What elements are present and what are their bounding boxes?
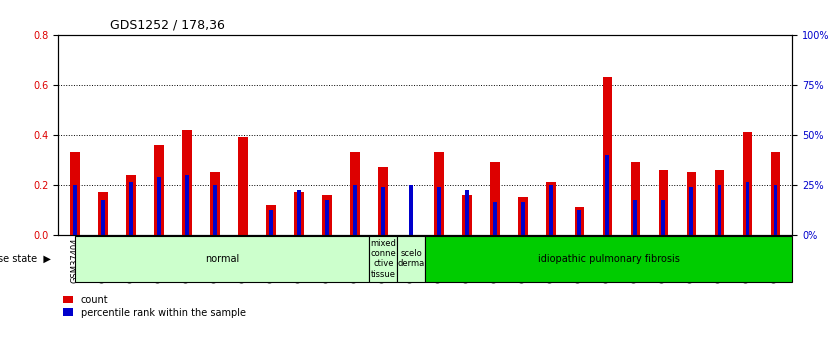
Bar bbox=[686, 172, 696, 235]
Bar bbox=[771, 152, 781, 235]
Bar bbox=[546, 182, 556, 235]
Bar bbox=[494, 202, 497, 235]
Bar bbox=[73, 185, 78, 235]
Bar bbox=[269, 209, 274, 235]
Bar bbox=[214, 185, 217, 235]
Bar bbox=[490, 162, 500, 235]
FancyBboxPatch shape bbox=[397, 236, 425, 282]
Bar bbox=[409, 185, 414, 235]
Bar bbox=[185, 175, 189, 235]
Bar bbox=[298, 190, 301, 235]
Text: mixed
conne
ctive
tissue: mixed conne ctive tissue bbox=[370, 239, 396, 279]
FancyBboxPatch shape bbox=[75, 236, 369, 282]
Bar bbox=[126, 175, 136, 235]
Bar bbox=[294, 192, 304, 235]
Bar bbox=[605, 155, 610, 235]
Bar bbox=[379, 167, 388, 235]
Bar bbox=[101, 199, 105, 235]
Bar bbox=[690, 187, 693, 235]
Bar bbox=[381, 187, 385, 235]
Bar bbox=[602, 77, 612, 235]
Bar bbox=[158, 177, 161, 235]
Bar bbox=[575, 207, 585, 235]
Bar bbox=[463, 195, 472, 235]
FancyBboxPatch shape bbox=[369, 236, 397, 282]
Bar bbox=[717, 185, 721, 235]
Bar bbox=[631, 162, 641, 235]
Text: normal: normal bbox=[205, 254, 239, 264]
Bar bbox=[266, 205, 276, 235]
Bar bbox=[183, 130, 192, 235]
Bar bbox=[577, 209, 581, 235]
Bar bbox=[350, 152, 360, 235]
Bar bbox=[239, 137, 249, 235]
Text: GDS1252 / 178,36: GDS1252 / 178,36 bbox=[110, 19, 224, 32]
Bar bbox=[634, 199, 637, 235]
Bar bbox=[70, 152, 80, 235]
Bar bbox=[435, 152, 445, 235]
Legend: count, percentile rank within the sample: count, percentile rank within the sample bbox=[63, 295, 246, 318]
Bar bbox=[129, 182, 133, 235]
Bar bbox=[746, 182, 750, 235]
Bar bbox=[519, 197, 528, 235]
Text: idiopathic pulmonary fibrosis: idiopathic pulmonary fibrosis bbox=[538, 254, 680, 264]
Bar bbox=[210, 172, 220, 235]
Bar bbox=[742, 132, 752, 235]
Text: disease state  ▶: disease state ▶ bbox=[0, 254, 51, 264]
Bar bbox=[715, 169, 725, 235]
Bar bbox=[323, 195, 332, 235]
Bar bbox=[773, 185, 777, 235]
Bar bbox=[325, 199, 329, 235]
Bar bbox=[465, 190, 470, 235]
Bar bbox=[659, 169, 668, 235]
Bar bbox=[354, 185, 357, 235]
FancyBboxPatch shape bbox=[425, 236, 792, 282]
Bar bbox=[550, 185, 553, 235]
Text: scelo
derma: scelo derma bbox=[398, 249, 425, 268]
Bar bbox=[521, 202, 525, 235]
Bar bbox=[154, 145, 164, 235]
Bar bbox=[437, 187, 441, 235]
Bar bbox=[661, 199, 666, 235]
Bar bbox=[98, 192, 108, 235]
